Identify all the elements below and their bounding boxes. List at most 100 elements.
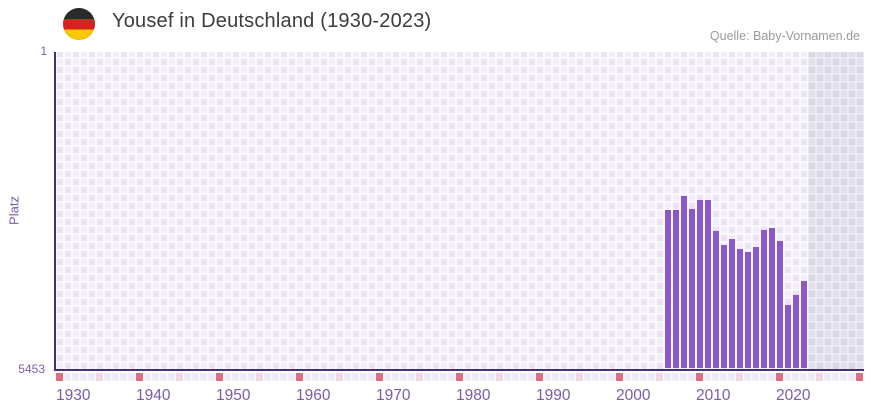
strip-cell-1949 [208,373,215,381]
bar-2021 [784,305,792,369]
strip-cell-2009 [688,373,695,381]
bar-2006 [664,210,672,369]
strip-cell-1939 [128,373,135,381]
strip-cell-1931 [64,373,71,381]
x-tick-1960: 1960 [296,387,331,404]
strip-cell-1981 [464,373,471,381]
strip-cell-1988 [520,373,527,381]
strip-cell-1956 [264,373,271,381]
x-tick-1940: 1940 [136,387,171,404]
strip-cell-2011 [704,373,711,381]
strip-cell-1959 [288,373,295,381]
strip-cell-1971 [384,373,391,381]
strip-cell-1932 [72,373,79,381]
strip-cell-1936 [104,373,111,381]
bar-2013 [720,245,728,369]
strip-cell-2019 [768,373,775,381]
strip-cell-1944 [168,373,175,381]
strip-cell-1977 [432,373,439,381]
strip-cell-1938 [120,373,127,381]
strip-cell-1945 [176,373,183,381]
strip-cell-2027 [832,373,839,381]
x-tick-1930: 1930 [56,387,91,404]
strip-cell-2025 [816,373,823,381]
x-tick-2000: 2000 [616,387,651,404]
strip-cell-1995 [576,373,583,381]
strip-cell-1966 [344,373,351,381]
strip-cell-1954 [248,373,255,381]
strip-cell-2023 [800,373,807,381]
strip-cell-1965 [336,373,343,381]
strip-cell-2026 [824,373,831,381]
strip-cell-1947 [192,373,199,381]
bar-2010 [696,199,704,369]
strip-cell-1937 [112,373,119,381]
strip-cell-1968 [360,373,367,381]
strip-cell-2029 [848,373,855,381]
strip-cell-1989 [528,373,535,381]
strip-cell-1951 [224,373,231,381]
strip-cell-1999 [608,373,615,381]
strip-cell-1975 [416,373,423,381]
strip-cell-1985 [496,373,503,381]
bar-2022 [792,294,800,369]
strip-cell-2007 [672,373,679,381]
strip-cell-1992 [552,373,559,381]
y-axis-line [54,52,56,370]
x-tick-2020: 2020 [776,387,811,404]
bar-2019 [768,228,776,369]
bar-2017 [752,247,760,369]
strip-cell-2030 [856,373,863,381]
strip-cell-1934 [88,373,95,381]
x-tick-2010: 2010 [696,387,731,404]
strip-cell-2010 [696,373,703,381]
strip-cell-1950 [216,373,223,381]
strip-cell-1930 [56,373,63,381]
bar-2018 [760,229,768,369]
strip-cell-2024 [808,373,815,381]
strip-cell-1933 [80,373,87,381]
strip-cell-2015 [736,373,743,381]
strip-cell-2002 [632,373,639,381]
strip-cell-1935 [96,373,103,381]
strip-cell-2000 [616,373,623,381]
strip-cell-1955 [256,373,263,381]
strip-cell-1948 [200,373,207,381]
bar-2012 [712,231,720,369]
strip-cell-1960 [296,373,303,381]
german-flag-icon [63,8,95,40]
strip-cell-1978 [440,373,447,381]
strip-cell-1996 [584,373,591,381]
x-tick-1950: 1950 [216,387,251,404]
strip-cell-1972 [392,373,399,381]
strip-cell-2016 [744,373,751,381]
bar-2023 [800,280,808,369]
plot-area [54,52,864,370]
strip-cell-1980 [456,373,463,381]
strip-cell-2008 [680,373,687,381]
strip-cell-1953 [240,373,247,381]
strip-cell-1974 [408,373,415,381]
strip-cell-1990 [536,373,543,381]
strip-cell-2021 [784,373,791,381]
strip-cell-2006 [664,373,671,381]
bar-2020 [776,240,784,369]
strip-cell-1943 [160,373,167,381]
strip-cell-1942 [152,373,159,381]
strip-cell-2014 [728,373,735,381]
strip-cell-1946 [184,373,191,381]
x-tick-1980: 1980 [456,387,491,404]
strip-cell-1958 [280,373,287,381]
strip-cell-1964 [328,373,335,381]
bar-2007 [672,210,680,369]
strip-cell-1993 [560,373,567,381]
strip-cell-2020 [776,373,783,381]
strip-cell-1940 [136,373,143,381]
bar-2016 [744,251,752,369]
strip-cell-1957 [272,373,279,381]
strip-cell-2001 [624,373,631,381]
strip-cell-2022 [792,373,799,381]
y-tick-bottom: 5453 [18,362,45,376]
strip-cell-1941 [144,373,151,381]
bar-2011 [704,199,712,369]
